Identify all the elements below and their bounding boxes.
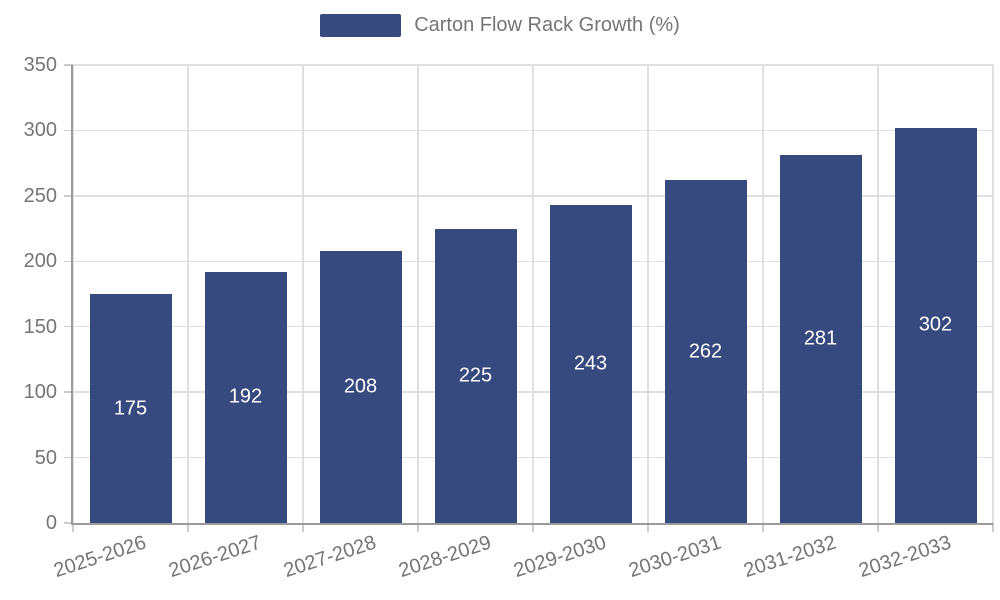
x-tick-label: 2027-2028: [280, 531, 379, 583]
y-tick: [64, 391, 73, 393]
bar[interactable]: [89, 294, 172, 523]
y-tick-label: 50: [34, 446, 57, 469]
bar-value-label: 192: [228, 385, 263, 408]
bar[interactable]: [319, 250, 402, 523]
x-gridline: [417, 65, 419, 523]
x-tick-label: 2029-2030: [510, 531, 609, 583]
bar-value-label: 175: [113, 397, 148, 419]
y-tick: [64, 522, 73, 524]
y-tick-label: 250: [23, 184, 57, 207]
x-tick: [992, 523, 994, 532]
bar[interactable]: [434, 228, 517, 523]
y-tick: [64, 64, 73, 66]
x-tick-label: 2028-2029: [395, 531, 494, 583]
y-tick: [64, 260, 73, 263]
y-tick: [64, 129, 73, 132]
bar-value-label: 225: [458, 364, 493, 387]
y-tick-label: 150: [23, 315, 57, 338]
y-axis-line: [71, 65, 73, 525]
x-gridline: [647, 65, 649, 523]
y-tick: [64, 456, 73, 459]
bar-value-label: 243: [573, 352, 608, 375]
y-tick: [64, 195, 73, 197]
x-gridline: [877, 65, 879, 523]
x-tick: [532, 523, 534, 532]
bar-value-label: 302: [918, 313, 953, 336]
bar[interactable]: [549, 205, 632, 523]
x-tick-label: 2025-2026: [50, 531, 149, 583]
bar-value-label: 208: [343, 375, 378, 398]
x-tick: [647, 523, 649, 532]
x-gridline: [302, 65, 304, 523]
x-tick-label: 2026-2027: [165, 531, 264, 583]
x-tick: [877, 523, 879, 532]
x-tick: [302, 523, 304, 532]
x-gridline: [532, 65, 534, 523]
x-gridline: [187, 65, 189, 523]
x-tick: [187, 523, 189, 532]
y-tick-label: 100: [23, 381, 57, 404]
x-axis-line: [71, 523, 993, 525]
bar-value-label: 262: [688, 340, 723, 363]
x-gridline: [72, 65, 74, 523]
legend[interactable]: Carton Flow Rack Growth (%): [0, 14, 1000, 37]
x-tick-label: 2030-2031: [625, 531, 724, 583]
bar[interactable]: [664, 180, 747, 523]
x-gridline: [992, 65, 994, 523]
x-tick-label: 2031-2032: [740, 531, 839, 583]
y-tick-label: 0: [45, 512, 57, 534]
x-tick: [72, 523, 74, 532]
x-tick-label: 2032-2033: [855, 531, 954, 583]
x-tick: [417, 523, 419, 532]
y-tick-label: 200: [23, 250, 57, 273]
bar[interactable]: [204, 271, 287, 523]
y-tick-label: 350: [23, 54, 57, 76]
legend-swatch: [320, 14, 402, 37]
y-tick-label: 300: [23, 119, 57, 142]
legend-label: Carton Flow Rack Growth (%): [414, 14, 680, 36]
x-tick: [762, 523, 764, 532]
y-tick: [64, 325, 73, 328]
bar-value-label: 281: [803, 327, 838, 350]
bar[interactable]: [894, 127, 977, 523]
x-gridline: [762, 65, 764, 523]
bar[interactable]: [779, 155, 862, 523]
